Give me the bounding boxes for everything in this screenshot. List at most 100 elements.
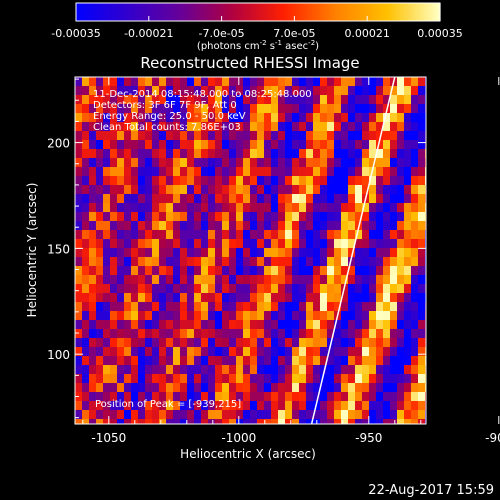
heatmap-cell bbox=[236, 113, 244, 123]
heatmap-cell bbox=[124, 203, 132, 213]
colorbar-segment bbox=[168, 3, 171, 21]
heatmap-cell bbox=[152, 194, 160, 204]
heatmap-cell bbox=[376, 320, 384, 330]
heatmap-cell bbox=[383, 347, 391, 357]
heatmap-cell bbox=[138, 410, 146, 420]
heatmap-cell bbox=[362, 383, 370, 393]
heatmap-cell bbox=[138, 149, 146, 159]
heatmap-cell bbox=[236, 86, 244, 96]
heatmap-cell bbox=[117, 356, 125, 366]
colorbar-segment bbox=[264, 3, 267, 21]
heatmap-cell bbox=[243, 392, 251, 402]
heatmap-cell bbox=[236, 365, 244, 375]
heatmap-cell bbox=[411, 113, 419, 123]
colorbar-segment bbox=[298, 3, 301, 21]
heatmap-cell bbox=[362, 347, 370, 357]
heatmap-cell bbox=[418, 86, 426, 96]
heatmap-cell bbox=[271, 248, 279, 258]
heatmap-cell bbox=[264, 176, 272, 186]
heatmap-cell bbox=[348, 401, 356, 411]
heatmap-cell bbox=[138, 230, 146, 240]
heatmap-cell bbox=[187, 221, 195, 231]
heatmap-cell bbox=[299, 419, 307, 424]
heatmap-cell bbox=[243, 158, 251, 168]
heatmap-cell bbox=[145, 140, 153, 150]
heatmap-cell bbox=[208, 392, 216, 402]
heatmap-cell bbox=[355, 257, 363, 267]
heatmap-cell bbox=[201, 212, 209, 222]
heatmap-cell bbox=[229, 419, 237, 424]
heatmap-cell bbox=[75, 86, 83, 96]
heatmap-cell bbox=[180, 221, 188, 231]
heatmap-cell bbox=[222, 392, 230, 402]
heatmap-cell bbox=[292, 347, 300, 357]
colorbar-segment bbox=[188, 3, 191, 21]
heatmap-cell bbox=[243, 329, 251, 339]
heatmap-cell bbox=[89, 347, 97, 357]
heatmap-cell bbox=[376, 185, 384, 195]
heatmap-cell bbox=[124, 275, 132, 285]
heatmap-cell bbox=[404, 419, 412, 424]
heatmap-cell bbox=[103, 167, 111, 177]
heatmap-cell bbox=[383, 131, 391, 141]
heatmap-cell bbox=[152, 239, 160, 249]
heatmap-cell bbox=[411, 374, 419, 384]
heatmap-cell bbox=[201, 194, 209, 204]
colorbar-segment bbox=[96, 3, 99, 21]
heatmap-cell bbox=[236, 419, 244, 424]
heatmap-cell bbox=[334, 113, 342, 123]
heatmap-cell bbox=[243, 194, 251, 204]
heatmap-cell bbox=[173, 248, 181, 258]
heatmap-cell bbox=[110, 401, 118, 411]
heatmap-cell bbox=[96, 293, 104, 303]
heatmap-cell bbox=[411, 419, 419, 424]
heatmap-cell bbox=[390, 365, 398, 375]
heatmap-cell bbox=[159, 131, 167, 141]
colorbar-segment bbox=[86, 3, 89, 21]
colorbar-segment bbox=[226, 3, 229, 21]
heatmap-cell bbox=[355, 347, 363, 357]
colorbar-segment bbox=[388, 3, 391, 21]
heatmap-cell bbox=[327, 302, 335, 312]
heatmap-cell bbox=[82, 149, 90, 159]
heatmap-cell bbox=[138, 131, 146, 141]
heatmap-cell bbox=[362, 419, 370, 424]
heatmap-cell bbox=[299, 257, 307, 267]
heatmap-cell bbox=[208, 311, 216, 321]
colorbar-segment bbox=[234, 3, 237, 21]
colorbar-segment bbox=[318, 3, 321, 21]
heatmap-cell bbox=[292, 158, 300, 168]
heatmap-cell bbox=[348, 131, 356, 141]
heatmap-cell bbox=[229, 230, 237, 240]
heatmap-cell bbox=[215, 320, 223, 330]
heatmap-cell bbox=[397, 185, 405, 195]
heatmap-cell bbox=[180, 167, 188, 177]
heatmap-cell bbox=[159, 365, 167, 375]
heatmap-cell bbox=[418, 410, 426, 420]
heatmap-cell bbox=[201, 419, 209, 424]
heatmap-cell bbox=[306, 410, 314, 420]
heatmap-cell bbox=[152, 122, 160, 132]
heatmap-cell bbox=[278, 266, 286, 276]
heatmap-cell bbox=[411, 185, 419, 195]
heatmap-cell bbox=[285, 374, 293, 384]
heatmap-cell bbox=[145, 275, 153, 285]
heatmap-cell bbox=[117, 95, 125, 105]
heatmap-cell bbox=[145, 410, 153, 420]
heatmap-cell bbox=[215, 77, 223, 87]
heatmap-cell bbox=[82, 104, 90, 114]
heatmap-cell bbox=[89, 302, 97, 312]
heatmap-cell bbox=[383, 338, 391, 348]
heatmap-cell bbox=[369, 392, 377, 402]
heatmap-cell bbox=[145, 122, 153, 132]
heatmap-cell bbox=[180, 383, 188, 393]
heatmap-cell bbox=[82, 122, 90, 132]
heatmap-cell bbox=[152, 293, 160, 303]
heatmap-cell bbox=[152, 284, 160, 294]
heatmap-cell bbox=[89, 212, 97, 222]
heatmap-cell bbox=[306, 203, 314, 213]
heatmap-cell bbox=[208, 257, 216, 267]
heatmap-cell bbox=[152, 167, 160, 177]
heatmap-cell bbox=[75, 194, 83, 204]
heatmap-cell bbox=[159, 410, 167, 420]
